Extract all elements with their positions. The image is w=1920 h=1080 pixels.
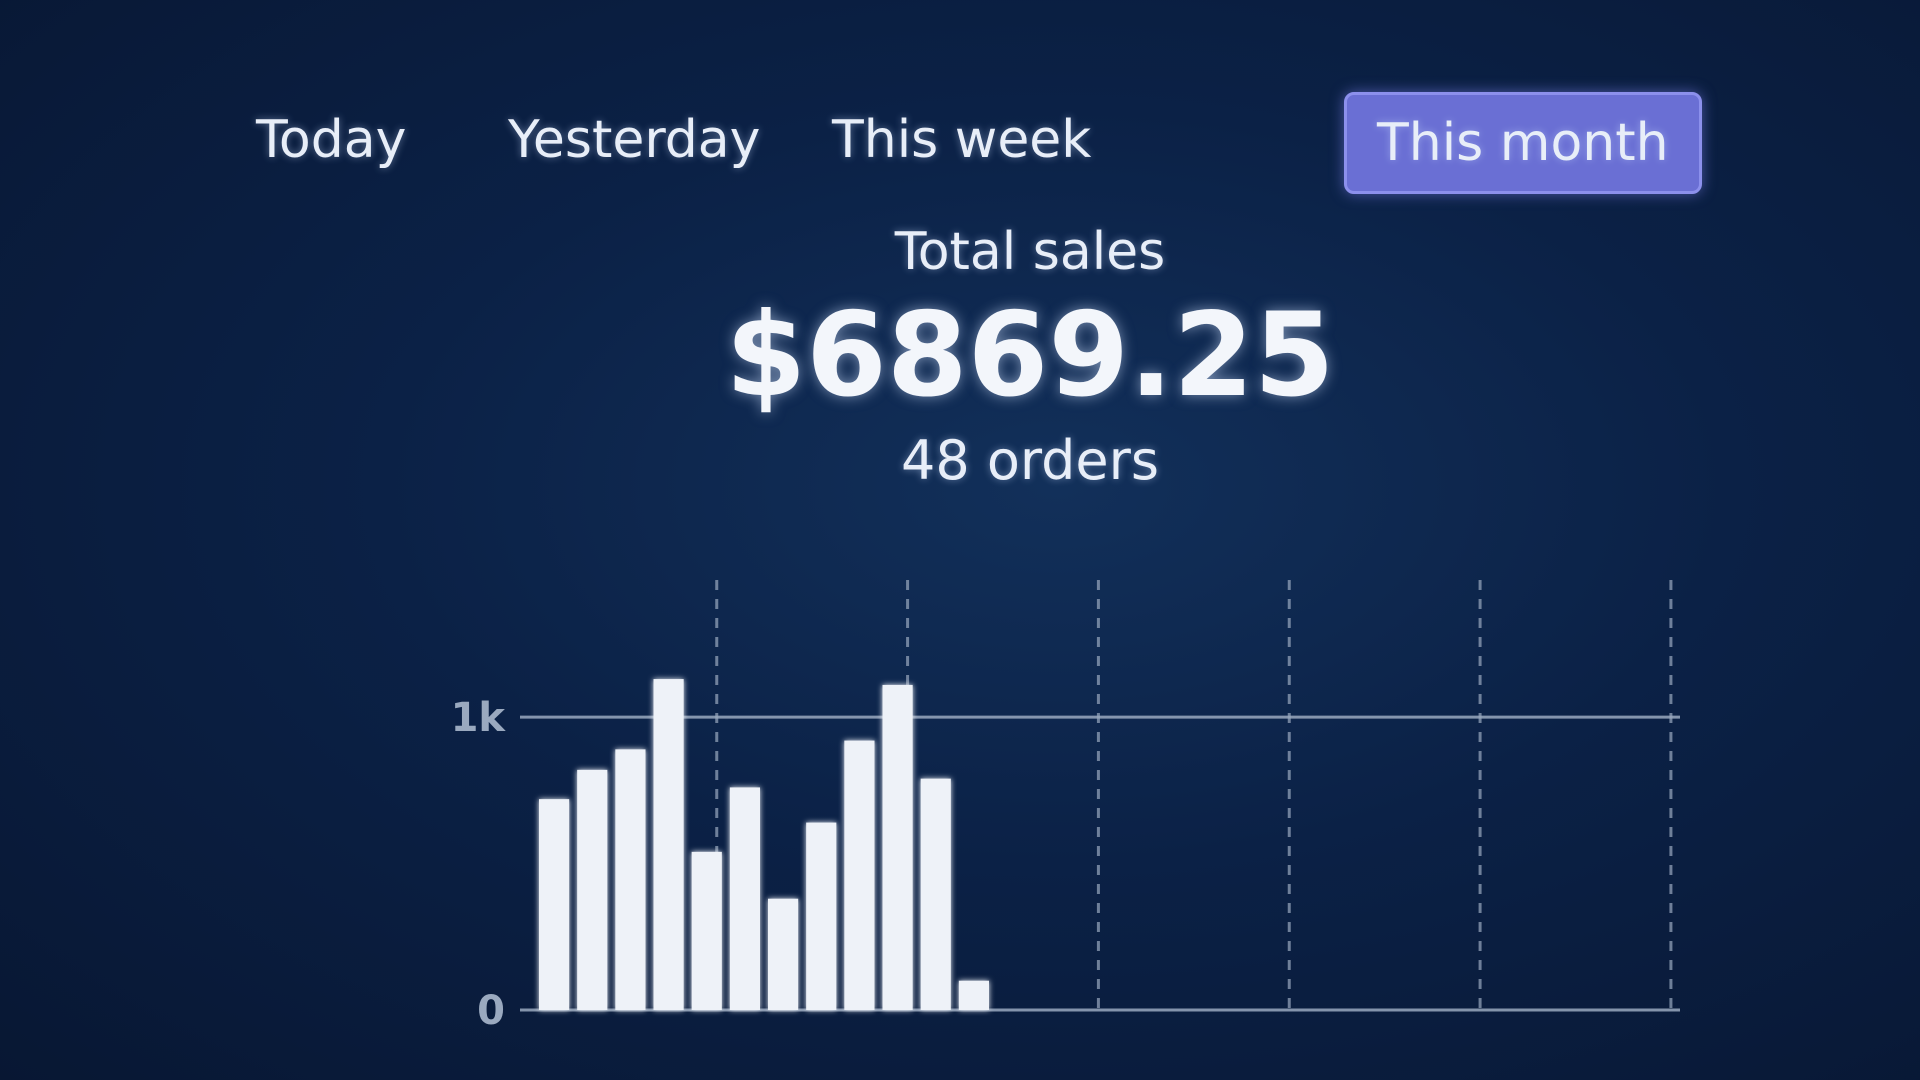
tab-today[interactable]: Today <box>256 110 407 170</box>
y-tick-label-1: 1k <box>451 695 507 741</box>
bar-8 <box>806 822 837 1010</box>
bar-11 <box>920 778 951 1010</box>
summary-label: Total sales <box>894 222 1166 282</box>
tab-yesterday[interactable]: Yesterday <box>508 110 761 170</box>
period-tabs: Today Yesterday This week This month <box>250 80 1702 200</box>
sales-summary: Total sales $6869.25 48 orders <box>600 222 1460 492</box>
bar-9 <box>844 740 875 1010</box>
bar-7 <box>768 898 799 1010</box>
chart-axis-labels: 0 1k <box>451 695 507 1034</box>
y-tick-label-0: 0 <box>477 988 505 1034</box>
chart-bars <box>539 679 989 1010</box>
bar-12 <box>958 980 989 1010</box>
bar-5 <box>691 851 722 1010</box>
bar-3 <box>615 749 646 1010</box>
bar-4 <box>653 679 684 1010</box>
bar-6 <box>729 787 760 1010</box>
orders-count: 48 orders <box>900 429 1159 492</box>
bar-10 <box>882 684 913 1010</box>
total-sales-value: $6869.25 <box>725 288 1335 423</box>
bar-1 <box>539 799 570 1010</box>
bar-2 <box>577 769 608 1010</box>
tab-this-month[interactable]: This month <box>1344 92 1702 194</box>
tab-this-week[interactable]: This week <box>832 110 1092 170</box>
